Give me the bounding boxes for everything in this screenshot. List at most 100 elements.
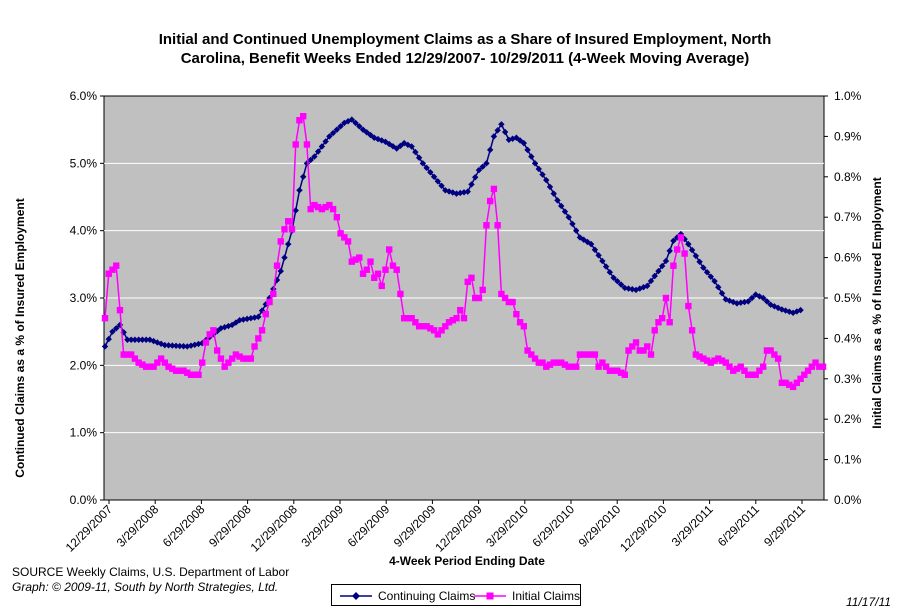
data-point	[501, 128, 509, 136]
data-point	[599, 359, 606, 366]
data-point	[423, 164, 430, 172]
data-point	[629, 343, 636, 350]
data-point	[602, 263, 610, 270]
data-point	[281, 226, 288, 233]
data-point	[397, 290, 404, 298]
data-point	[423, 323, 430, 330]
data-point	[479, 163, 486, 170]
data-point	[415, 323, 423, 330]
left-tick-label: 0.0%	[70, 493, 98, 507]
data-point	[700, 355, 707, 362]
data-point	[266, 298, 273, 306]
data-point	[528, 351, 535, 358]
x-tick-label: 3/29/2009	[298, 502, 346, 550]
legend-label-continuing: Continuing Claims	[378, 589, 476, 603]
data-point	[505, 136, 513, 143]
data-point	[722, 359, 729, 366]
data-point	[434, 178, 442, 185]
data-point	[745, 371, 752, 378]
data-point	[610, 367, 617, 374]
data-point	[393, 145, 400, 152]
data-point	[614, 277, 621, 285]
data-point	[554, 359, 561, 366]
x-tick-label: 12/29/2008	[248, 502, 301, 555]
data-point	[430, 173, 438, 180]
chart-title-line-1: Initial and Continued Unemployment Claim…	[159, 31, 772, 48]
data-point	[341, 234, 348, 241]
data-point	[337, 230, 344, 237]
data-point	[606, 367, 614, 374]
data-point	[344, 238, 352, 245]
data-point	[199, 359, 206, 366]
data-point	[348, 258, 356, 265]
data-point	[759, 363, 767, 370]
data-point	[105, 335, 112, 343]
data-point	[236, 317, 243, 324]
data-point	[472, 174, 479, 181]
data-point	[733, 300, 741, 307]
data-point	[442, 323, 449, 330]
data-point	[535, 359, 542, 366]
data-point	[595, 252, 602, 259]
data-point	[464, 188, 471, 195]
data-point	[685, 240, 692, 248]
data-point	[120, 351, 127, 358]
right-tick-label: 0.0%	[834, 493, 862, 507]
data-point	[737, 363, 744, 370]
data-point	[270, 290, 277, 298]
right-tick-label: 0.4%	[834, 331, 862, 345]
data-point	[539, 171, 546, 178]
data-point	[587, 351, 595, 358]
data-point	[281, 254, 288, 261]
data-point	[797, 375, 804, 382]
data-point	[150, 363, 157, 370]
right-tick-label: 0.6%	[834, 251, 862, 265]
data-point	[367, 258, 374, 265]
legend-label-initial: Initial Claims	[512, 589, 581, 603]
data-point	[651, 327, 658, 334]
data-point	[520, 323, 528, 330]
data-point	[165, 363, 172, 370]
x-axis-ticks: 12/29/20073/29/20086/29/20089/29/200812/…	[63, 500, 808, 555]
data-point	[412, 319, 419, 326]
right-axis-title: Initial Claims as a % of Insured Employm…	[870, 177, 884, 428]
data-point	[131, 336, 139, 343]
data-point	[187, 371, 195, 378]
data-point	[475, 294, 483, 302]
data-point	[191, 371, 198, 378]
data-point	[703, 357, 711, 364]
right-tick-label: 0.2%	[834, 412, 862, 426]
data-point	[673, 246, 681, 253]
data-point	[213, 347, 221, 354]
data-point	[591, 246, 599, 253]
data-point	[240, 355, 247, 362]
data-point	[647, 351, 655, 358]
right-tick-label: 0.9%	[834, 129, 862, 143]
data-point	[711, 277, 718, 285]
data-point	[468, 274, 475, 281]
data-point	[277, 238, 284, 245]
data-point	[801, 371, 808, 378]
data-point	[602, 363, 610, 370]
data-point	[326, 133, 333, 140]
data-point	[389, 262, 397, 269]
right-axis-ticks: 0.0% 0.1% 0.2% 0.3% 0.4% 0.5% 0.6% 0.7% 0.8% 0.9%…	[824, 89, 862, 507]
data-point	[378, 137, 385, 144]
data-point	[225, 359, 232, 366]
data-point	[475, 166, 483, 174]
data-point	[726, 363, 733, 370]
data-point	[610, 274, 617, 281]
data-point	[393, 266, 400, 273]
data-point	[498, 121, 505, 128]
data-point	[524, 146, 531, 154]
data-point	[572, 227, 580, 234]
data-point	[109, 328, 116, 335]
data-point	[621, 284, 629, 292]
right-tick-label: 1.0%	[834, 89, 862, 103]
right-tick-label: 0.5%	[834, 291, 862, 305]
data-point	[113, 325, 120, 332]
data-point	[329, 205, 337, 213]
data-point	[311, 201, 318, 209]
data-point	[696, 353, 703, 360]
data-point	[759, 294, 767, 302]
